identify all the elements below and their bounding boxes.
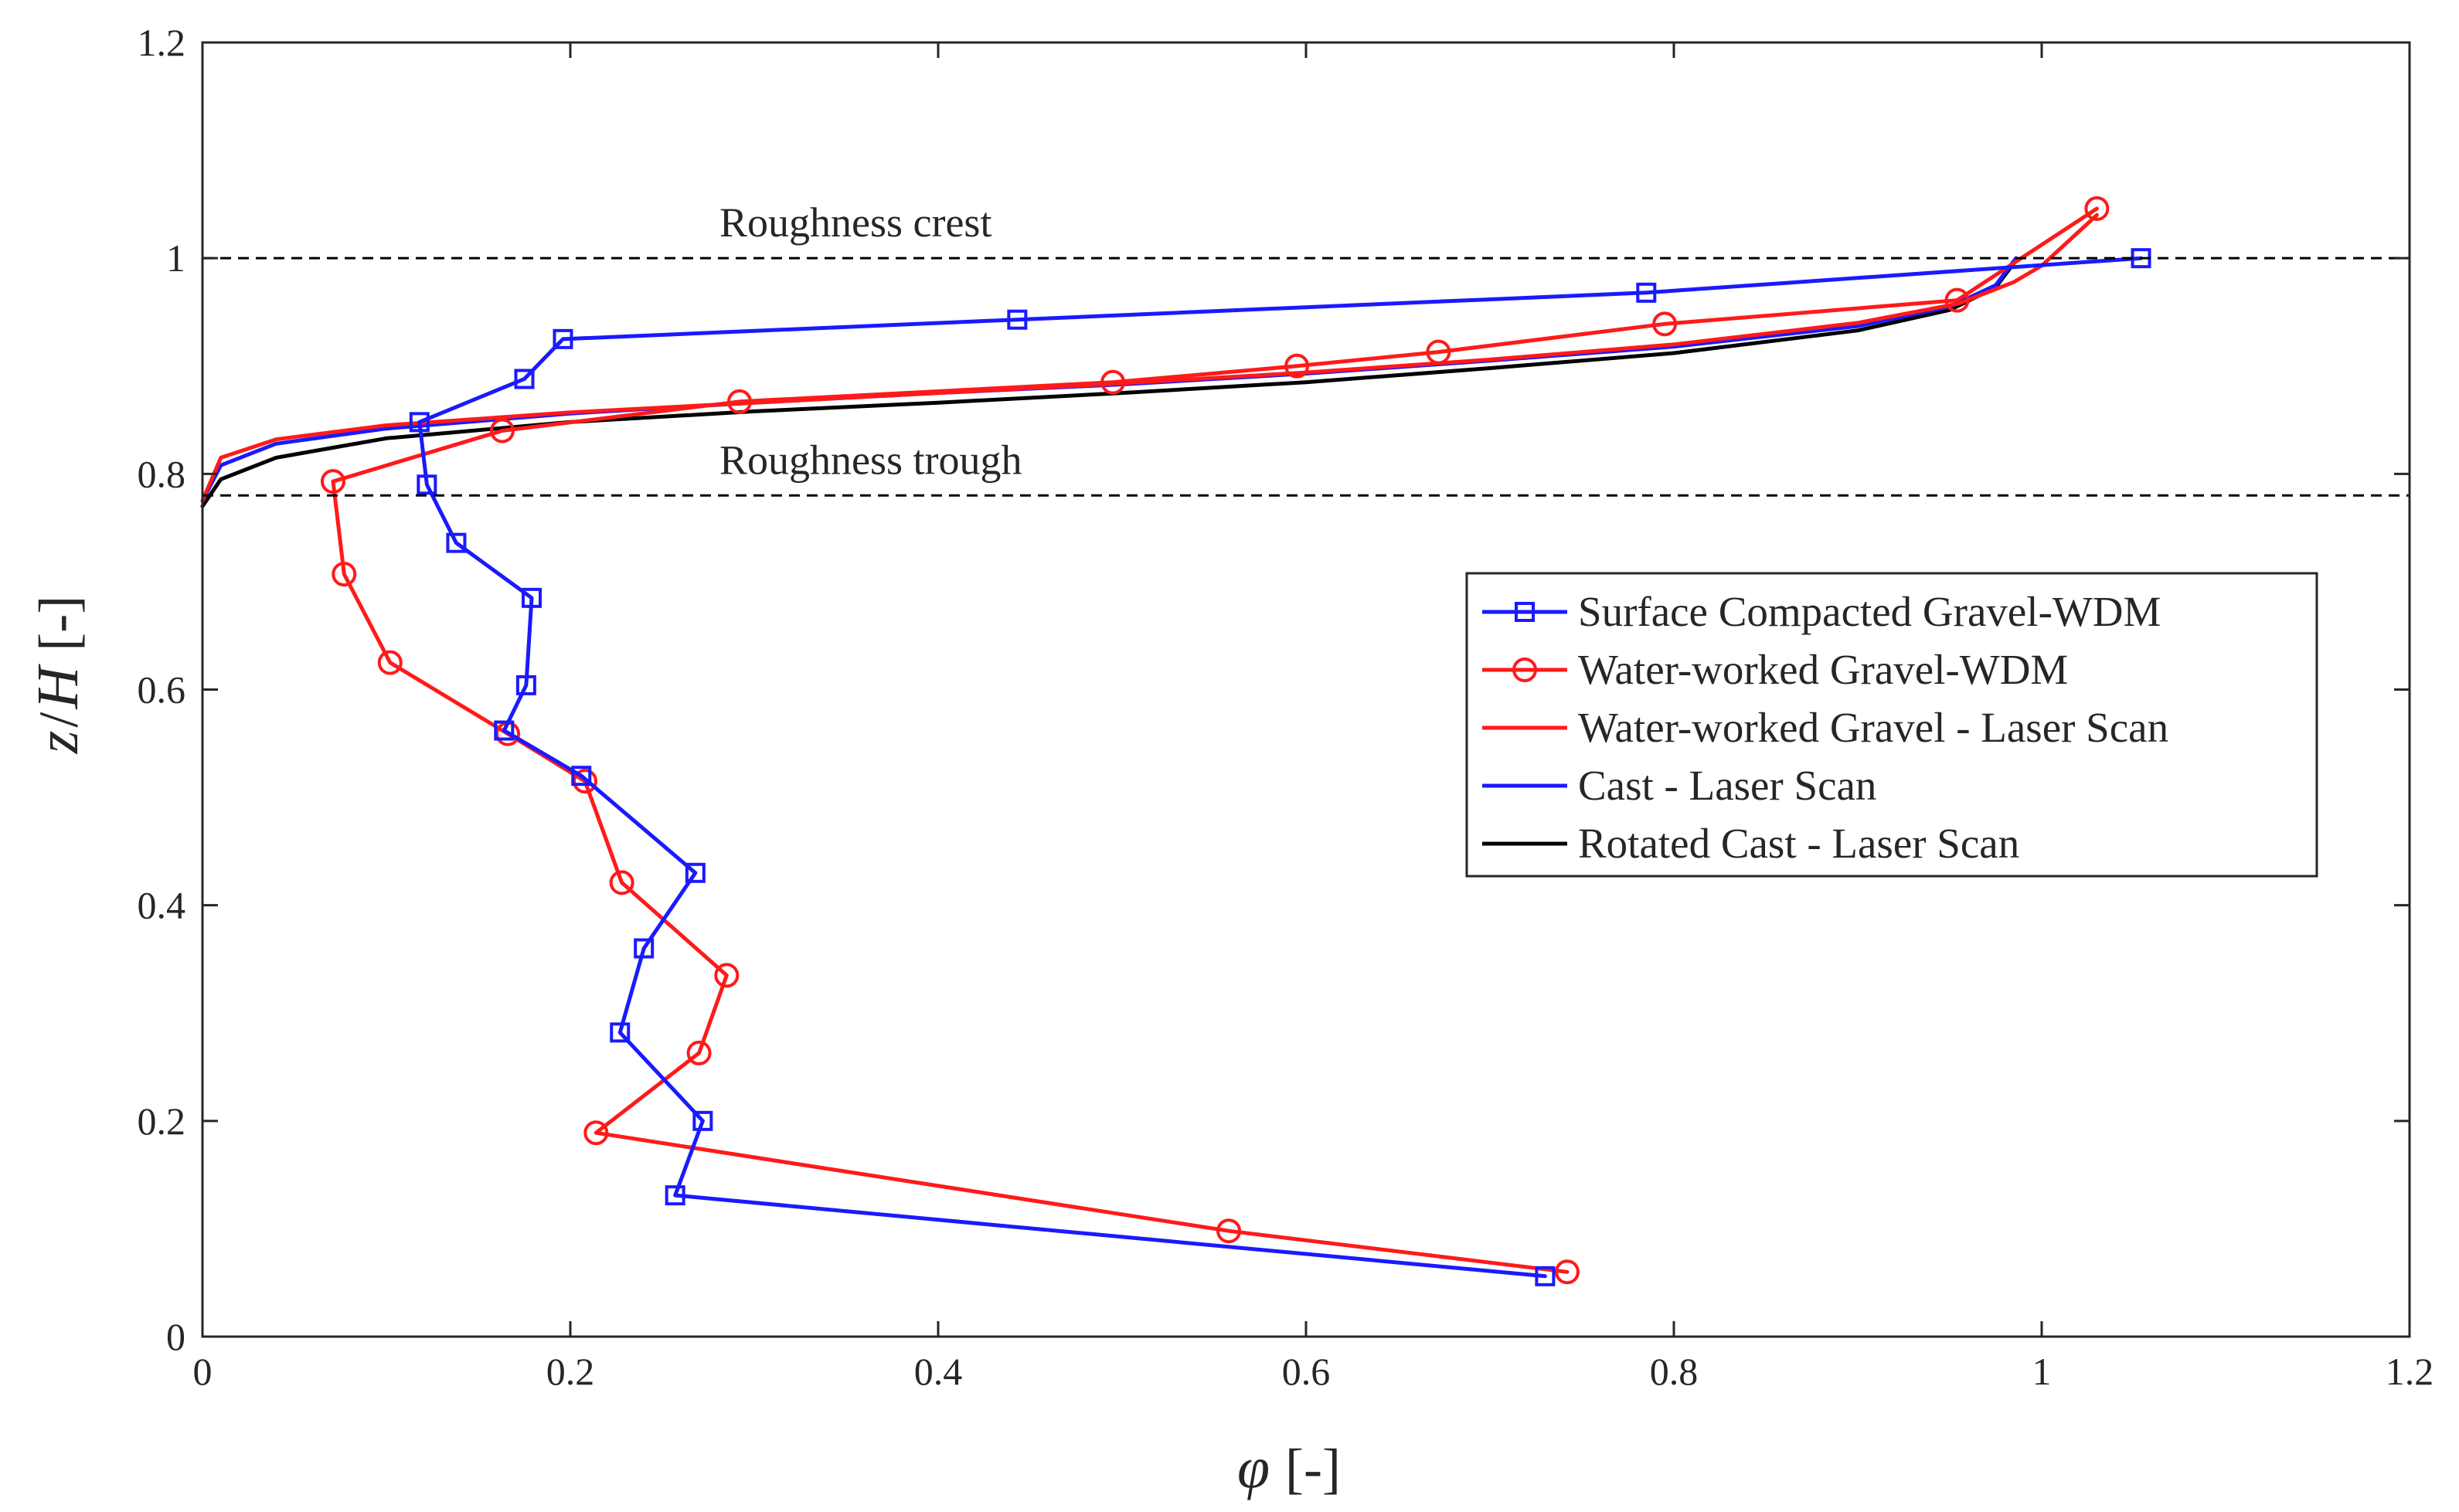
data-point-circle bbox=[1100, 369, 1126, 395]
series-line bbox=[331, 206, 2099, 1274]
data-point-circle bbox=[726, 389, 752, 414]
x-tick-label: 0.6 bbox=[1282, 1350, 1331, 1393]
series-line bbox=[200, 212, 2099, 503]
data-point-circle bbox=[332, 562, 357, 587]
data-point-square bbox=[665, 1185, 685, 1206]
y-tick-label: 1.2 bbox=[138, 21, 186, 64]
x-tick-label: 0.8 bbox=[1650, 1350, 1699, 1393]
series-layer bbox=[200, 195, 2151, 1286]
y-tick-label: 0.2 bbox=[138, 1099, 186, 1143]
legend-label: Water-worked Gravel-WDM bbox=[1578, 646, 2068, 693]
legend-label: Water-worked Gravel - Laser Scan bbox=[1578, 704, 2168, 751]
data-point-circle bbox=[1554, 1259, 1580, 1285]
data-point-square bbox=[417, 474, 437, 495]
data-point-circle bbox=[686, 1040, 712, 1065]
legend-box bbox=[1465, 572, 2318, 878]
data-point-circle bbox=[1216, 1218, 1242, 1244]
data-point-square bbox=[409, 412, 430, 433]
legend-item-surface-compacted: Surface Compacted Gravel-WDM bbox=[1482, 588, 2161, 635]
data-point-square bbox=[1007, 309, 1028, 330]
x-tick-label: 0.4 bbox=[914, 1350, 963, 1393]
data-point-square bbox=[610, 1022, 631, 1043]
y-axis-label: z / H [-] bbox=[26, 596, 90, 754]
data-point-square bbox=[522, 587, 542, 608]
x-tick-label: 1 bbox=[2032, 1350, 2052, 1393]
legend: Surface Compacted Gravel-WDM Water-worke… bbox=[1465, 572, 2318, 878]
y-tick-label: 0 bbox=[166, 1315, 185, 1358]
x-tick-label: 1.2 bbox=[2386, 1350, 2434, 1393]
data-point-square bbox=[553, 328, 573, 349]
data-point-square bbox=[1636, 282, 1657, 303]
reference-lines: Roughness crest Roughness trough bbox=[202, 199, 2410, 497]
data-point-square bbox=[1535, 1266, 1556, 1286]
legend-label: Cast - Laser Scan bbox=[1578, 762, 1876, 809]
reference-label-crest: Roughness crest bbox=[719, 199, 991, 246]
y-axis-slash: / bbox=[28, 712, 90, 728]
x-axis-unit: [-] bbox=[1285, 1438, 1341, 1500]
series-water-worked-gravel-laser-scan bbox=[200, 212, 2099, 503]
data-point-circle bbox=[609, 870, 634, 895]
data-point-square bbox=[692, 1110, 713, 1131]
data-point-square bbox=[514, 369, 535, 389]
y-axis-symbol-h: H bbox=[26, 664, 90, 710]
legend-label: Rotated Cast - Laser Scan bbox=[1578, 820, 2019, 867]
x-tick-label: 0 bbox=[193, 1350, 213, 1393]
x-axis-symbol: φ bbox=[1237, 1436, 1270, 1500]
series-line bbox=[200, 258, 2019, 508]
data-point-circle bbox=[1426, 339, 1451, 365]
legend-item-water-worked-laser: Water-worked Gravel - Laser Scan bbox=[1482, 704, 2168, 751]
data-point-circle bbox=[320, 469, 345, 494]
x-tick-label: 0.2 bbox=[546, 1350, 595, 1393]
data-point-circle bbox=[1284, 353, 1310, 379]
data-point-circle bbox=[2084, 195, 2110, 221]
legend-swatch-circle-marker bbox=[1512, 657, 1537, 682]
data-point-square bbox=[685, 862, 706, 883]
data-point-circle bbox=[377, 650, 403, 675]
data-point-square bbox=[494, 720, 515, 741]
series-water-worked-gravel-wdm bbox=[320, 195, 2110, 1285]
data-point-circle bbox=[583, 1120, 609, 1146]
data-point-circle bbox=[1652, 311, 1678, 337]
series-line bbox=[417, 256, 2143, 1279]
reference-label-trough: Roughness trough bbox=[719, 437, 1022, 483]
x-axis-label: φ [-] bbox=[1237, 1436, 1341, 1500]
legend-swatch-square-marker bbox=[1515, 602, 1535, 622]
legend-item-cast-laser: Cast - Laser Scan bbox=[1482, 762, 1876, 809]
series-surface-compacted-gravel-wdm bbox=[409, 248, 2151, 1286]
y-tick-label: 0.6 bbox=[138, 668, 186, 712]
legend-item-water-worked-wdm: Water-worked Gravel-WDM bbox=[1482, 646, 2068, 693]
y-axis-symbol-z: z bbox=[26, 731, 90, 755]
y-tick-label: 0.4 bbox=[138, 884, 186, 927]
data-point-circle bbox=[1944, 287, 1970, 313]
data-point-square bbox=[515, 674, 536, 695]
legend-item-rotated-cast-laser: Rotated Cast - Laser Scan bbox=[1482, 820, 2019, 867]
series-rotated-cast-laser-scan bbox=[200, 258, 2019, 508]
data-point-circle bbox=[489, 418, 515, 443]
data-point-circle bbox=[714, 963, 740, 988]
y-tick-label: 1 bbox=[166, 236, 185, 280]
data-point-square bbox=[446, 532, 467, 553]
data-point-square bbox=[571, 766, 592, 787]
y-tick-label: 0.8 bbox=[138, 452, 186, 495]
tick-layer: 0 0.2 0.4 0.6 0.8 1 1.2 0 0.2 0.4 0.6 0.8 1 1.2 bbox=[138, 21, 2434, 1393]
legend-label: Surface Compacted Gravel-WDM bbox=[1578, 588, 2161, 635]
data-point-square bbox=[634, 938, 655, 959]
y-axis-unit: [-] bbox=[28, 596, 90, 651]
